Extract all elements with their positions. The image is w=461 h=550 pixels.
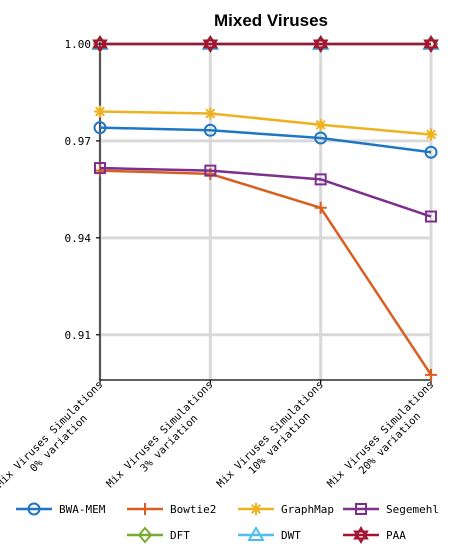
data-point [314,173,327,186]
data-point [203,123,217,137]
y-tick-label: 0.91 [65,329,92,342]
y-tick-labels: 0.91 0.94 0.97 1.00 [65,38,92,342]
series-graphmap [94,105,437,141]
chart-title: Mixed Viruses [214,11,328,30]
grid [98,42,433,380]
legend-item: GraphMap [238,503,334,516]
data-point [137,526,153,544]
y-tick-label: 0.94 [65,232,92,245]
data-point [314,131,328,145]
series-line [99,110,432,136]
data-point [314,118,327,131]
data-point [355,503,367,515]
data-point [202,35,219,53]
legend-label: DWT [281,529,301,542]
x-tick-label-line: Mix Viruses Simulations [215,379,326,490]
legend-label: BWA-MEM [59,503,106,516]
data-point [93,121,107,135]
data-point [139,503,151,515]
legend-label: PAA [386,529,406,542]
legend-label: Bowtie2 [170,503,216,516]
series-segemehl [94,162,437,223]
series-bwa-mem [93,121,438,159]
data-point [92,34,108,54]
data-point [250,503,262,515]
plot-series [91,34,440,381]
x-tick-label-line: Mix Viruses Simulations [0,379,105,490]
series-bowtie2 [94,164,437,381]
data-point [425,210,437,223]
series-line [99,126,432,154]
data-point [423,34,439,54]
legend-label: GraphMap [281,503,334,516]
series-line [99,166,432,218]
data-point [425,128,437,141]
x-tick-label-line: Mix Viruses Simulations [325,379,436,490]
series-line [99,169,433,376]
data-point [314,201,327,214]
x-tick-label-line: Mix Viruses Simulations [104,379,215,490]
data-point [424,145,438,159]
y-tick-label: 1.00 [65,38,92,51]
data-point [353,525,369,545]
legend: BWA-MEM Bowtie2 GraphMap Segemehl DFT DWT PAA [16,502,439,545]
legend-label: DFT [170,529,190,542]
legend-item: DWT [238,526,301,542]
y-tick-label: 0.97 [65,135,92,148]
axes [96,42,432,384]
series-paa [92,34,439,54]
data-point [94,105,106,118]
data-point [204,107,217,120]
legend-item: Segemehl [343,503,439,516]
data-point [312,35,329,53]
legend-label: Segemehl [386,503,439,516]
legend-item: PAA [343,525,406,545]
legend-item: Bowtie2 [127,503,216,516]
data-point [204,164,217,177]
data-point [27,502,41,516]
legend-item: BWA-MEM [16,502,106,516]
data-point [247,526,265,541]
data-point [425,368,437,381]
legend-item: DFT [127,526,190,544]
data-point [94,162,106,175]
